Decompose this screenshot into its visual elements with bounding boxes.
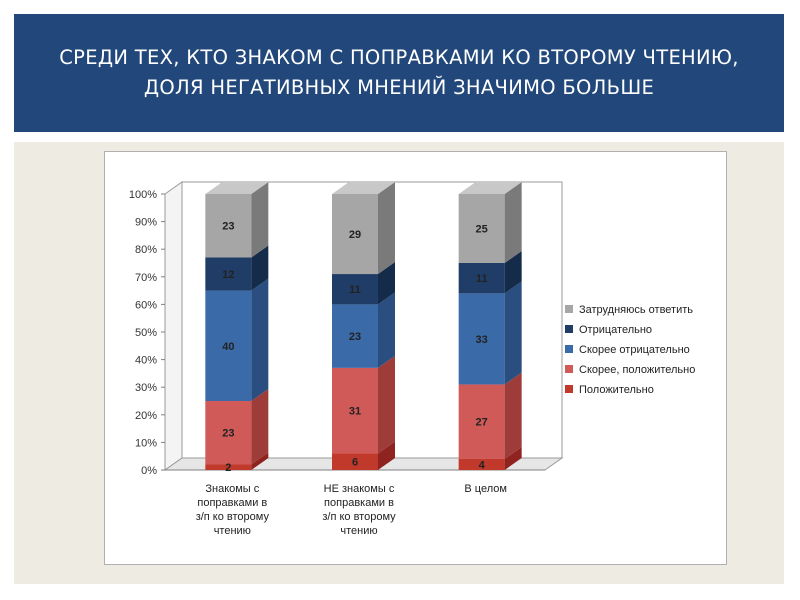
legend: Затрудняюсь ответить Отрицательно Скорее о… xyxy=(565,304,695,396)
data-label: 6 xyxy=(352,457,358,469)
bar-segment-side xyxy=(251,245,269,291)
bar-segment xyxy=(205,194,252,258)
bar-segment xyxy=(205,464,252,470)
stacked-bar-chart: 0% 10% 20% 30% 40% 50% 60% 70% 80% 90% 100% Знакомы… xyxy=(129,181,695,537)
slide-title: СРЕДИ ТЕХ, КТО ЗНАКОМ С ПОПРАВКАМИ КО ВТ… xyxy=(59,46,739,99)
bar-segment-side xyxy=(251,389,269,465)
bar-segment xyxy=(458,293,505,385)
category-label: Знакомы с поправками в з/п ко второму чтени… xyxy=(196,483,270,537)
legend-item: Положительно xyxy=(565,384,654,396)
bar-segment xyxy=(332,453,378,470)
legend-label: Отрицательно xyxy=(579,324,652,336)
legend-swatch xyxy=(565,365,573,373)
data-label: 11 xyxy=(476,273,488,285)
category-label: НЕ знакомы с поправками в з/п ко второму чт… xyxy=(322,483,396,537)
bar-segment-side xyxy=(504,182,522,263)
bar-stack xyxy=(458,182,522,470)
bar-segment-side xyxy=(378,292,395,368)
bar-segment xyxy=(458,384,505,459)
bar-segment-side xyxy=(378,355,395,454)
legend-swatch xyxy=(565,325,573,333)
y-tick-label: 10% xyxy=(135,437,157,449)
bar-segment xyxy=(205,257,252,291)
y-tick-label: 90% xyxy=(135,217,157,229)
legend-swatch xyxy=(565,345,573,353)
data-label: 31 xyxy=(349,406,361,418)
legend-label: Скорее отрицательно xyxy=(579,344,690,356)
bar-top xyxy=(332,182,395,194)
y-tick-label: 20% xyxy=(135,410,157,422)
data-label: 11 xyxy=(349,284,361,296)
bar-top xyxy=(205,182,269,194)
legend-swatch xyxy=(565,305,573,313)
bar-segment xyxy=(332,367,378,454)
data-label: 23 xyxy=(349,331,361,343)
bar-segment xyxy=(332,194,378,275)
bar-segment-side xyxy=(504,281,522,385)
legend-item: Отрицательно xyxy=(565,324,652,336)
side-wall xyxy=(164,181,183,471)
bar-segment xyxy=(205,290,252,401)
legend-swatch xyxy=(565,385,573,393)
data-label: 2 xyxy=(225,462,231,474)
legend-item: Скорее отрицательно xyxy=(565,344,690,356)
legend-label: Положительно xyxy=(579,384,654,396)
bar-segment-side xyxy=(378,441,395,470)
bar-segment-side xyxy=(378,262,395,305)
y-tick-label: 80% xyxy=(135,244,157,256)
bar-segment-side xyxy=(504,372,522,459)
bar-segment xyxy=(458,194,505,263)
data-label: 29 xyxy=(349,229,361,241)
bar-segment-side xyxy=(251,452,269,470)
bar-stack xyxy=(332,182,395,470)
data-label: 40 xyxy=(222,341,234,353)
data-label: 12 xyxy=(222,269,234,281)
y-tick-label: 0% xyxy=(141,465,157,477)
y-tick-label: 70% xyxy=(135,272,157,284)
bar-segment xyxy=(458,263,505,294)
data-label: 23 xyxy=(222,221,234,233)
bar-segment xyxy=(332,274,378,305)
data-label: 27 xyxy=(476,417,488,429)
bar-segment xyxy=(458,458,505,470)
bar-top xyxy=(458,182,522,194)
bar-segment-side xyxy=(251,182,269,258)
bar-segment xyxy=(205,401,252,465)
bar-segment xyxy=(332,304,378,368)
bars-layer xyxy=(205,182,522,470)
legend-item: Скорее, положительно xyxy=(565,364,695,376)
data-label: 25 xyxy=(476,224,488,236)
legend-label: Скорее, положительно xyxy=(579,364,695,376)
chart-area: 0% 10% 20% 30% 40% 50% 60% 70% 80% 90% 100% Знакомы… xyxy=(104,151,727,565)
bar-segment-side xyxy=(378,182,395,275)
bar-segment-side xyxy=(504,446,522,470)
legend-label: Затрудняюсь ответить xyxy=(579,304,693,316)
title-banner: СРЕДИ ТЕХ, КТО ЗНАКОМ С ПОПРАВКАМИ КО ВТ… xyxy=(14,14,784,132)
data-label: 23 xyxy=(222,428,234,440)
y-tick-label: 30% xyxy=(135,382,157,394)
category-label: В целом xyxy=(464,483,507,495)
data-label: 4 xyxy=(479,459,486,471)
bar-segment-side xyxy=(504,251,522,294)
legend-item: Затрудняюсь ответить xyxy=(565,304,693,316)
data-label: 33 xyxy=(476,334,488,346)
y-tick-label: 60% xyxy=(135,299,157,311)
y-tick-label: 50% xyxy=(135,327,157,339)
y-tick-label: 40% xyxy=(135,355,157,367)
labels-layer: 2 23 40 12 23 6 31 23 11 29 4 27 33 11 25 xyxy=(222,221,488,475)
bar-segment-side xyxy=(251,278,269,401)
bar-stack xyxy=(205,182,269,470)
y-tick-label: 100% xyxy=(129,189,157,201)
